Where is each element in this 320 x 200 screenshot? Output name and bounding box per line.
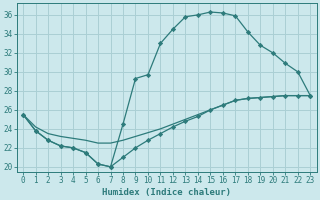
X-axis label: Humidex (Indice chaleur): Humidex (Indice chaleur) (102, 188, 231, 197)
